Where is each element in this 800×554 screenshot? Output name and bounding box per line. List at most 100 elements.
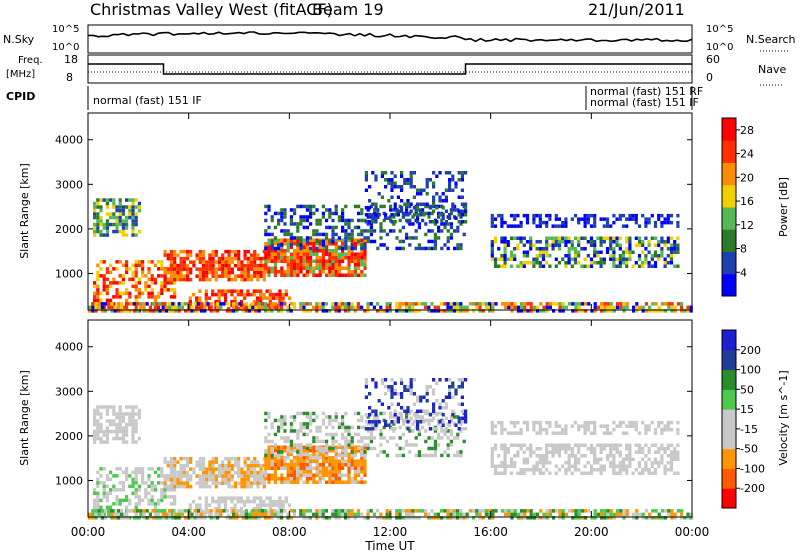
velocity-cell bbox=[609, 512, 613, 517]
velocity-cell bbox=[173, 463, 177, 468]
power-cell bbox=[382, 218, 386, 223]
velocity-cell bbox=[545, 431, 549, 435]
velocity-cell bbox=[321, 456, 325, 460]
velocity-cell bbox=[141, 470, 145, 475]
power-cell bbox=[116, 309, 120, 313]
velocity-cell bbox=[398, 436, 402, 440]
power-cell bbox=[280, 302, 284, 306]
velocity-cell bbox=[561, 512, 565, 517]
power-cell bbox=[379, 305, 383, 310]
power-cell bbox=[273, 266, 277, 270]
power-cell bbox=[216, 305, 220, 310]
power-cell bbox=[532, 213, 536, 218]
velocity-cell bbox=[360, 445, 364, 449]
power-cell bbox=[357, 266, 361, 270]
velocity-cell bbox=[160, 481, 164, 485]
velocity-cell bbox=[286, 470, 290, 474]
velocity-cell bbox=[224, 470, 228, 475]
power-cell bbox=[189, 249, 193, 254]
power-cell bbox=[169, 274, 174, 278]
velocity-cell bbox=[131, 405, 135, 409]
power-cell bbox=[379, 225, 383, 230]
velocity-cell bbox=[503, 457, 507, 461]
velocity-cell bbox=[516, 431, 520, 435]
power-cell bbox=[96, 201, 100, 206]
velocity-cell bbox=[384, 423, 388, 427]
power-cell bbox=[621, 257, 626, 261]
velocity-cell bbox=[230, 463, 234, 468]
power-cell bbox=[593, 254, 597, 258]
velocity-cell bbox=[325, 453, 329, 458]
power-cell bbox=[312, 242, 316, 246]
power-cell bbox=[315, 266, 319, 270]
velocity-cell bbox=[163, 484, 167, 489]
power-cell bbox=[321, 309, 325, 313]
power-cell bbox=[363, 238, 367, 242]
velocity-cell bbox=[350, 436, 354, 440]
velocity-cell bbox=[147, 484, 151, 489]
power-cell bbox=[369, 232, 373, 237]
power-cell bbox=[460, 195, 464, 199]
power-cell bbox=[331, 236, 335, 240]
velocity-cell bbox=[599, 443, 603, 447]
power-cell bbox=[243, 270, 247, 275]
power-cell bbox=[169, 270, 174, 275]
velocity-cell bbox=[650, 443, 654, 447]
power-cell bbox=[350, 218, 354, 223]
velocity-cell bbox=[449, 429, 453, 433]
power-cell bbox=[599, 264, 603, 268]
velocity-cell bbox=[353, 432, 357, 437]
velocity-cell bbox=[99, 405, 103, 409]
power-cell bbox=[328, 263, 332, 267]
velocity-cell bbox=[260, 512, 264, 517]
power-cell bbox=[134, 274, 138, 278]
velocity-cell bbox=[325, 449, 329, 453]
power-cell bbox=[603, 309, 607, 313]
power-cell bbox=[289, 302, 293, 306]
power-cell bbox=[134, 215, 138, 220]
power-cell bbox=[131, 226, 135, 230]
velocity-cell bbox=[280, 450, 284, 454]
power-cell bbox=[464, 202, 468, 206]
velocity-cell bbox=[393, 427, 397, 431]
power-cell bbox=[411, 236, 415, 240]
power-cell bbox=[312, 266, 316, 270]
power-cell bbox=[385, 309, 389, 313]
power-cell bbox=[440, 246, 444, 251]
velocity-cell bbox=[131, 440, 135, 444]
power-cell bbox=[364, 206, 368, 210]
power-cell bbox=[584, 302, 588, 306]
velocity-cell bbox=[262, 503, 266, 507]
power-cell bbox=[653, 264, 658, 268]
x-axis-label: Time UT bbox=[364, 539, 415, 553]
power-cell bbox=[315, 252, 319, 256]
power-cell bbox=[440, 229, 444, 233]
velocity-cell bbox=[273, 466, 277, 470]
velocity-cell bbox=[216, 509, 220, 513]
velocity-cell bbox=[666, 420, 670, 425]
velocity-cell bbox=[331, 480, 335, 484]
power-cell bbox=[334, 204, 338, 209]
velocity-cell bbox=[548, 443, 552, 447]
power-cell bbox=[344, 236, 348, 240]
power-cell bbox=[268, 306, 272, 311]
power-cell bbox=[123, 309, 127, 313]
velocity-cell bbox=[239, 499, 244, 504]
power-cell bbox=[653, 236, 658, 240]
power-cell bbox=[438, 213, 442, 217]
power-cell bbox=[273, 273, 277, 277]
power-cell bbox=[356, 305, 360, 310]
power-cell bbox=[230, 277, 234, 282]
velocity-cell bbox=[628, 464, 632, 468]
power-colorbar-tick-label: 16 bbox=[740, 195, 754, 208]
velocity-cell bbox=[408, 418, 412, 423]
velocity-cell bbox=[208, 477, 212, 482]
power-cell bbox=[252, 292, 256, 297]
power-cell bbox=[589, 264, 594, 268]
velocity-cell bbox=[529, 512, 533, 517]
power-cell bbox=[490, 217, 494, 221]
power-cell bbox=[169, 263, 174, 268]
power-cell bbox=[387, 178, 391, 182]
power-cell bbox=[616, 302, 620, 306]
velocity-cell bbox=[602, 447, 606, 451]
